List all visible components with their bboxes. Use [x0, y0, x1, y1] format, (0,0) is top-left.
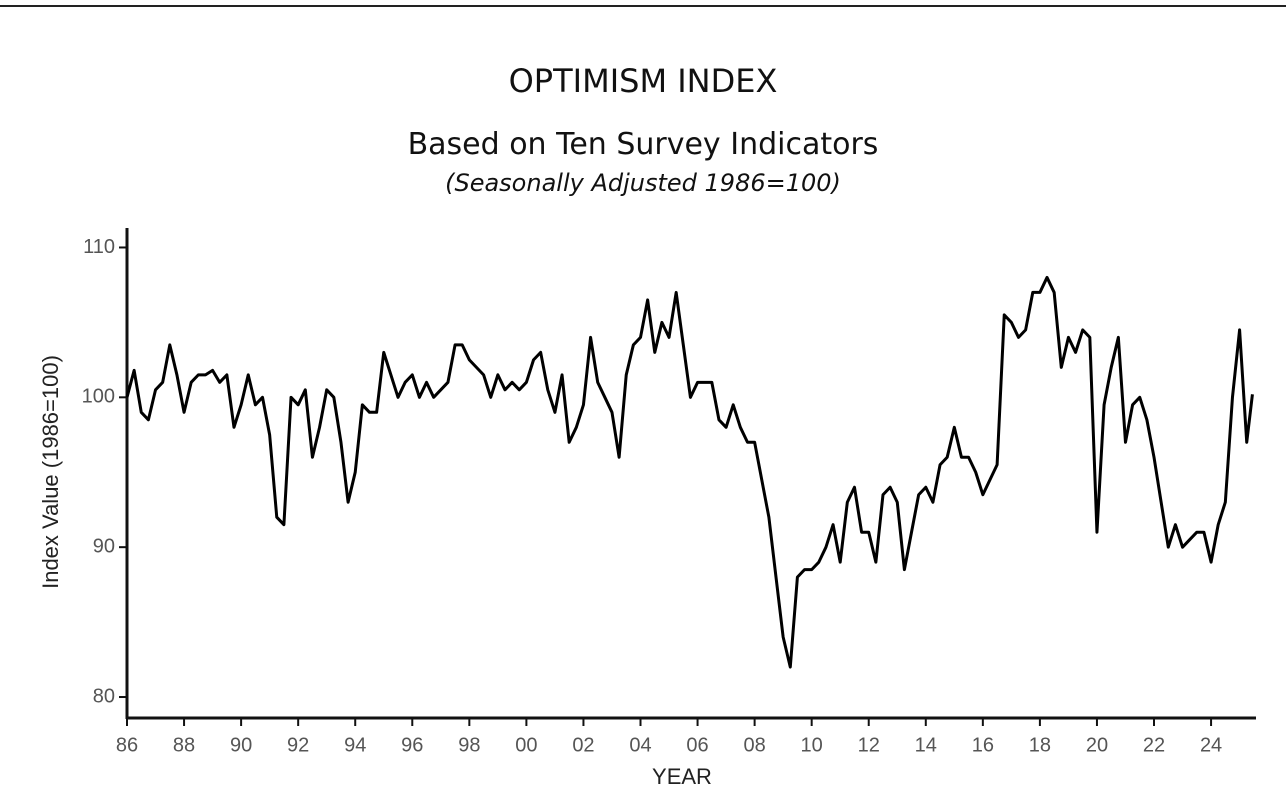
chart-subtitle: Based on Ten Survey Indicators [408, 127, 879, 162]
x-tick-label: 22 [1143, 734, 1165, 756]
x-tick-label: 02 [572, 734, 594, 756]
y-tick-label: 80 [93, 685, 115, 707]
y-tick-label: 110 [83, 236, 115, 258]
x-tick-label: 90 [230, 734, 252, 756]
chart-note: (Seasonally Adjusted 1986=100) [445, 169, 841, 197]
x-tick-label: 10 [801, 734, 823, 756]
x-tick-label: 88 [173, 734, 195, 756]
x-tick-label: 12 [858, 734, 880, 756]
y-tick-label: 90 [93, 535, 115, 557]
y-axis-label: Index Value (1986=100) [38, 355, 63, 589]
x-tick-label: 20 [1086, 734, 1108, 756]
x-tick-label: 94 [344, 734, 366, 756]
x-tick-label: 06 [686, 734, 708, 756]
x-tick-label: 00 [515, 734, 537, 756]
x-tick-label: 24 [1200, 734, 1222, 756]
x-tick-label: 96 [401, 734, 423, 756]
x-axis-label: YEAR [652, 764, 712, 789]
x-tick-label: 18 [1029, 734, 1051, 756]
x-tick-label: 08 [743, 734, 765, 756]
x-tick-label: 04 [629, 734, 651, 756]
y-tick-label: 100 [82, 386, 115, 408]
x-tick-label: 86 [116, 734, 138, 756]
x-tick-label: 98 [458, 734, 480, 756]
chart-title: OPTIMISM INDEX [509, 62, 778, 100]
x-tick-label: 92 [287, 734, 309, 756]
x-tick-label: 16 [972, 734, 994, 756]
data-line [125, 275, 1254, 669]
x-tick-label: 14 [915, 734, 937, 756]
